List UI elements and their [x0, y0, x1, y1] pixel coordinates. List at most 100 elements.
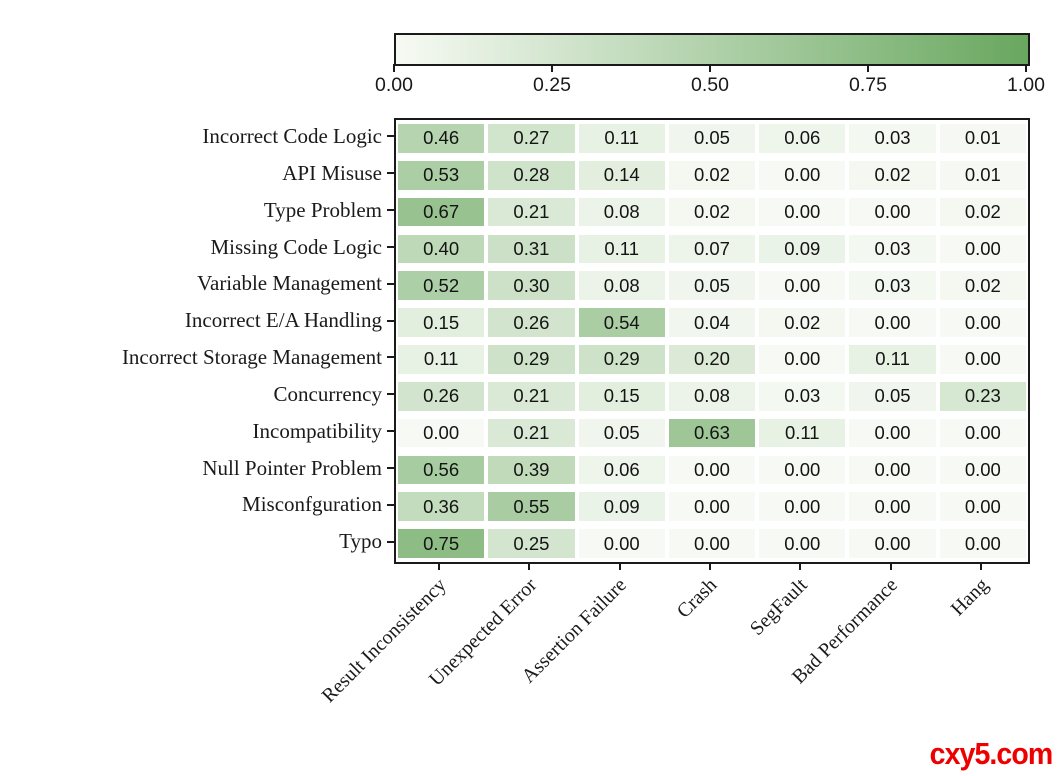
row-label: Null Pointer Problem — [202, 455, 382, 480]
heatmap-cell: 0.09 — [759, 234, 846, 264]
heatmap-cell: 0.00 — [849, 418, 936, 448]
column-label: SegFault — [745, 574, 812, 640]
heatmap-cell: 0.29 — [578, 345, 665, 374]
heatmap-cell: 0.02 — [668, 160, 756, 190]
heatmap-cell: 0.28 — [488, 160, 575, 190]
heatmap-cell: 0.05 — [668, 271, 756, 301]
x-tick — [438, 562, 441, 570]
heatmap-cell: 0.02 — [939, 271, 1026, 301]
row-label: Missing Code Logic — [210, 234, 383, 259]
heatmap-cell: 0.23 — [939, 381, 1026, 411]
heatmap-cell: 0.00 — [939, 455, 1026, 485]
heatmap-cell: 0.03 — [849, 234, 936, 264]
heatmap-cell: 0.00 — [849, 308, 936, 337]
heatmap-cell: 0.26 — [398, 381, 485, 411]
y-tick — [387, 393, 395, 396]
heatmap-cell: 0.11 — [849, 345, 936, 374]
heatmap-cell: 0.02 — [668, 197, 756, 227]
heatmap-cell: 0.00 — [759, 160, 846, 190]
row-label: Incorrect Storage Management — [121, 345, 382, 369]
heatmap-cell: 0.08 — [578, 197, 665, 227]
colorbar-tick-label: 0.00 — [375, 74, 413, 96]
x-tick — [799, 562, 802, 570]
heatmap-cell: 0.05 — [668, 124, 756, 153]
y-tick — [387, 540, 395, 543]
row-label: Type Problem — [263, 197, 382, 222]
heatmap-cell: 0.55 — [488, 492, 575, 522]
heatmap-cell: 0.31 — [488, 234, 575, 264]
heatmap-cell: 0.00 — [759, 455, 846, 485]
heatmap-cell: 0.05 — [578, 418, 665, 448]
y-tick — [387, 319, 395, 322]
colorbar-tick — [393, 64, 395, 72]
heatmap-cell: 0.00 — [849, 529, 936, 558]
heatmap-cell: 0.53 — [398, 160, 485, 190]
heatmap-cell: 0.00 — [849, 197, 936, 227]
heatmap-cell: 0.01 — [939, 160, 1026, 190]
heatmap-cell: 0.20 — [668, 345, 756, 374]
heatmap-grid: 0.46 0.27 0.11 0.05 0.06 0.03 0.01 0.53 0.28 0.14… — [394, 118, 1030, 564]
row-label: Typo — [339, 529, 382, 554]
heatmap-cell: 0.03 — [849, 124, 936, 153]
row-label: Incorrect Code Logic — [202, 124, 382, 148]
heatmap-cell: 0.75 — [398, 529, 485, 558]
heatmap-cell: 0.11 — [759, 418, 846, 448]
colorbar-tick-label: 0.50 — [691, 74, 729, 96]
heatmap-cell: 0.67 — [398, 197, 485, 227]
colorbar-tick — [709, 64, 711, 72]
heatmap-cell: 0.03 — [759, 381, 846, 411]
heatmap-cell: 0.46 — [398, 124, 485, 153]
x-tick — [618, 562, 621, 570]
heatmap-cell: 0.52 — [398, 271, 485, 301]
heatmap-cell: 0.00 — [849, 455, 936, 485]
heatmap-cell: 0.03 — [849, 271, 936, 301]
colorbar-tick-label: 0.75 — [849, 74, 887, 96]
x-tick — [889, 562, 892, 570]
x-tick — [709, 562, 711, 570]
heatmap-cell: 0.08 — [578, 271, 665, 301]
heatmap-cell: 0.21 — [488, 197, 575, 227]
heatmap-cell: 0.11 — [578, 124, 665, 153]
watermark: cxy5.com — [929, 736, 1053, 771]
heatmap-cell: 0.00 — [849, 492, 936, 522]
heatmap-cell: 0.00 — [759, 345, 846, 374]
heatmap-cell: 0.00 — [759, 197, 846, 227]
heatmap-cell: 0.40 — [398, 234, 485, 264]
heatmap-cell: 0.39 — [488, 455, 575, 485]
heatmap-cell: 0.11 — [398, 345, 485, 374]
column-label: Hang — [946, 574, 993, 621]
heatmap-cell: 0.00 — [759, 529, 846, 558]
heatmap-cell: 0.29 — [488, 345, 575, 374]
heatmap-cell: 0.00 — [759, 492, 846, 522]
y-tick — [387, 466, 395, 469]
heatmap-cell: 0.54 — [578, 308, 665, 337]
heatmap-cell: 0.09 — [578, 492, 665, 522]
heatmap-cell: 0.00 — [939, 234, 1026, 264]
heatmap-cell: 0.15 — [398, 308, 485, 337]
colorbar-tick-label: 0.25 — [533, 74, 571, 96]
colorbar — [394, 33, 1030, 66]
colorbar-tick — [867, 64, 869, 72]
colorbar-tick — [1025, 64, 1027, 72]
heatmap-cell: 0.00 — [939, 308, 1026, 337]
heatmap-cell: 0.15 — [578, 381, 665, 411]
heatmap-cell: 0.56 — [398, 455, 485, 485]
heatmap-cell: 0.21 — [488, 381, 575, 411]
heatmap-cell: 0.00 — [759, 271, 846, 301]
y-tick — [387, 209, 395, 212]
heatmap-cell: 0.02 — [939, 197, 1026, 227]
row-label: Variable Management — [197, 271, 382, 296]
heatmap-cell: 0.36 — [398, 492, 485, 522]
column-label: Result Inconsistency — [317, 574, 451, 708]
heatmap-cell: 0.30 — [488, 271, 575, 301]
heatmap-cell: 0.08 — [668, 381, 756, 411]
y-tick — [387, 430, 395, 433]
row-label: Incorrect E/A Handling — [184, 308, 382, 333]
y-tick — [387, 356, 395, 359]
heatmap-cell: 0.00 — [398, 418, 485, 448]
heatmap-cell: 0.63 — [668, 418, 756, 448]
y-tick — [387, 503, 395, 506]
y-tick — [387, 245, 395, 248]
heatmap-cell: 0.00 — [668, 492, 756, 522]
heatmap-cell: 0.02 — [759, 308, 846, 337]
